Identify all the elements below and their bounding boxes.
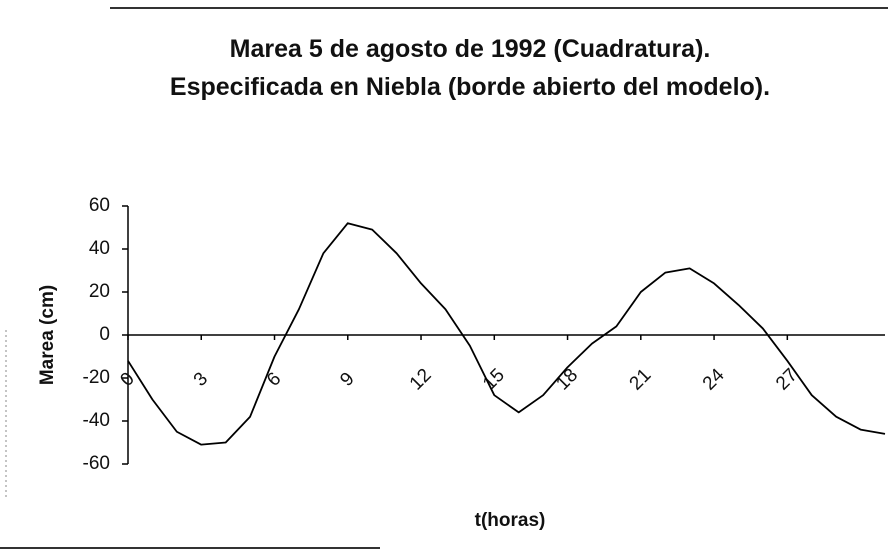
x-axis-label: t(horas)	[475, 510, 546, 531]
x-tick-label: 12	[406, 365, 436, 395]
x-tick-label: 27	[772, 365, 802, 395]
y-tick-label: 60	[89, 195, 110, 216]
y-tick-label: -40	[83, 410, 110, 431]
x-tick-label: 21	[626, 365, 656, 395]
chart-title: Marea 5 de agosto de 1992 (Cuadratura). …	[169, 35, 771, 101]
y-axis-label: Marea (cm)	[37, 285, 58, 385]
x-tick-label: 9	[336, 368, 358, 390]
x-tick-label: 15	[479, 365, 509, 395]
y-tick-label: 40	[89, 238, 110, 259]
y-tick-label: 20	[89, 281, 110, 302]
y-tick-label: -60	[83, 453, 110, 474]
data-line	[127, 222, 886, 446]
x-tick-label: 24	[699, 364, 729, 394]
x-tick-label: 3	[190, 368, 212, 390]
y-tick-label: -20	[83, 367, 110, 388]
x-tick-label: 6	[263, 368, 285, 390]
y-tick-label: 0	[99, 324, 110, 345]
